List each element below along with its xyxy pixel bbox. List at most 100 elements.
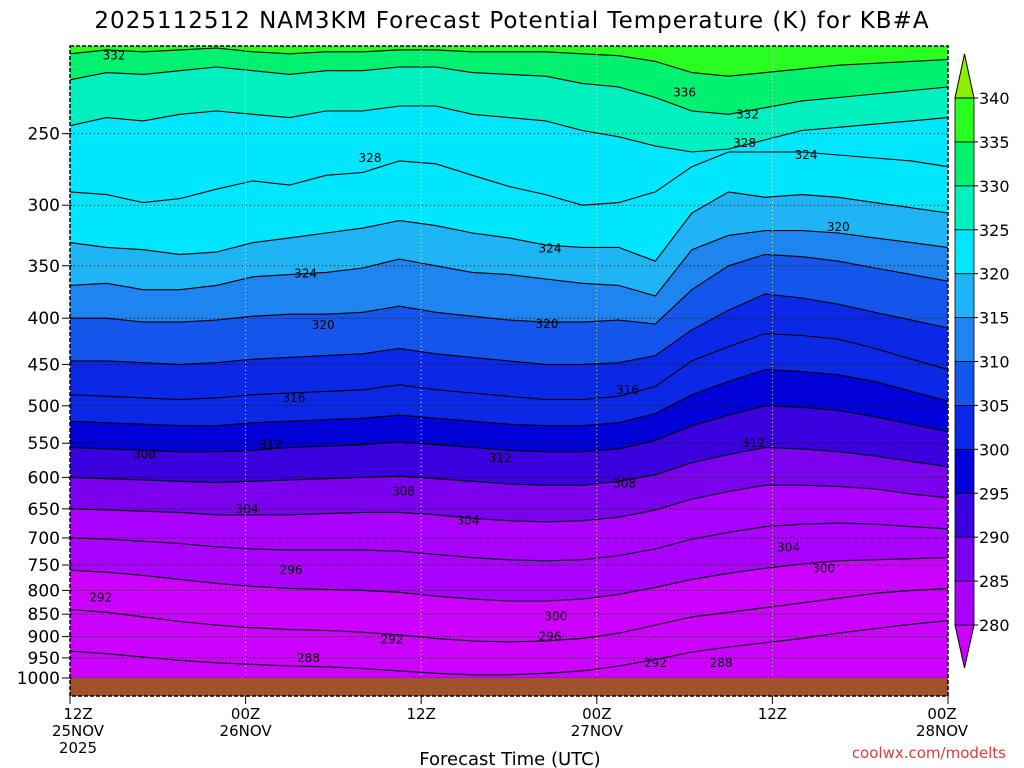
y-tick-label: 400 xyxy=(28,309,60,329)
colorbar-label: 285 xyxy=(979,572,1010,591)
y-tick-label: 500 xyxy=(28,397,60,417)
colorbar-swatch-290 xyxy=(954,492,975,538)
contour-316 xyxy=(70,230,948,297)
colorbar-label: 335 xyxy=(979,133,1010,152)
y-tick-label: 450 xyxy=(28,355,60,375)
ground-strip xyxy=(70,678,948,696)
colorbar-label: 320 xyxy=(979,265,1010,284)
plot-frame xyxy=(69,45,949,697)
contour-288 xyxy=(70,484,948,523)
contour-292 xyxy=(70,446,948,486)
band-272 xyxy=(70,588,948,675)
y-tick-label: 650 xyxy=(28,500,60,520)
colorbar: 280 285 290 295 300 305 310 315 320 325 330 335 340 xyxy=(954,53,1010,669)
grid-lines xyxy=(70,46,948,678)
contour-label: 316 xyxy=(616,383,639,397)
contour-label: 300 xyxy=(544,610,567,624)
contour-label: 316 xyxy=(282,391,305,405)
y-tick-label: 300 xyxy=(28,196,60,216)
colorbar-under-arrow xyxy=(954,624,975,669)
band-284 xyxy=(70,485,948,561)
band-292 xyxy=(70,405,948,486)
colorbar-swatch-300 xyxy=(954,405,975,450)
colorbar-label: 280 xyxy=(979,616,1010,635)
colorbar-over-arrow xyxy=(954,53,975,99)
contour-304 xyxy=(70,333,948,401)
contour-label: 324 xyxy=(294,267,317,281)
contour-label: 304 xyxy=(236,502,259,516)
band-324 xyxy=(70,106,948,206)
colorbar-label: 300 xyxy=(979,440,1010,459)
x-tick-label: 12Z xyxy=(63,705,92,723)
contour-label: 328 xyxy=(359,151,382,165)
contour-label: 292 xyxy=(380,633,403,647)
y-tick-label: 850 xyxy=(28,605,60,625)
colorbar-swatch-315 xyxy=(954,273,975,318)
x-tick-label: 00Z xyxy=(927,705,956,723)
y-tick-label: 800 xyxy=(28,581,60,601)
colorbar-label: 305 xyxy=(979,396,1010,415)
band-280 xyxy=(70,523,948,601)
contour-label: 288 xyxy=(710,656,733,670)
x-axis-label: Forecast Time (UTC) xyxy=(419,749,600,768)
colorbar-swatch-280 xyxy=(954,580,975,626)
x-tick-year: 2025 xyxy=(59,739,97,757)
isentrope-contours xyxy=(70,47,948,676)
band-328 xyxy=(70,67,948,152)
contour-label: 320 xyxy=(536,317,559,331)
colorbar-swatch-295 xyxy=(954,448,975,494)
chart-title: 2025112512 NAM3KM Forecast Potential Tem… xyxy=(94,8,929,34)
y-tick-label: 950 xyxy=(28,649,60,669)
band-288 xyxy=(70,447,948,522)
isentrope-bands xyxy=(70,46,948,678)
contour-label: 320 xyxy=(312,318,335,332)
band-320 xyxy=(70,152,948,262)
x-tick-date: 28NOV xyxy=(916,722,969,740)
contour-label: 304 xyxy=(777,540,800,554)
contour-300 xyxy=(70,369,948,427)
band-276 xyxy=(70,557,948,642)
band-surface xyxy=(70,620,948,678)
colorbar-label: 340 xyxy=(979,89,1010,108)
contour-272 xyxy=(70,620,948,676)
contour-label: 300 xyxy=(812,562,835,576)
contour-280 xyxy=(70,557,948,602)
contour-label: 304 xyxy=(457,514,480,528)
contour-label: 328 xyxy=(733,136,756,150)
contour-label: 296 xyxy=(280,563,303,577)
contour-label: 312 xyxy=(259,438,282,452)
contour-296 xyxy=(70,405,948,453)
x-tick-date: 25NOV xyxy=(52,722,105,740)
band-312 xyxy=(70,230,948,324)
colorbar-label: 315 xyxy=(979,309,1010,328)
colorbar-swatch-305 xyxy=(954,361,975,406)
y-tick-label: 750 xyxy=(28,556,60,576)
band-316 xyxy=(70,191,948,296)
contour-324 xyxy=(70,151,948,206)
y-tick-label: 350 xyxy=(28,257,60,277)
contour-label: 324 xyxy=(795,148,818,162)
contour-label: 332 xyxy=(736,107,759,121)
contour-label: 312 xyxy=(489,451,512,465)
contour-label: 324 xyxy=(539,242,562,256)
contour-labels: 332 336 332 328 324 328 320 324 324 320 320 316 316 3… xyxy=(89,49,850,670)
contour-312 xyxy=(70,253,948,325)
colorbar-swatch-335 xyxy=(954,97,975,143)
credit-text: coolwx.com/modelts xyxy=(852,744,1006,762)
colorbar-swatch-325 xyxy=(954,185,975,231)
contour-label: 288 xyxy=(297,651,320,665)
contour-276 xyxy=(70,587,948,643)
plot-area xyxy=(70,46,948,678)
band-296 xyxy=(70,369,948,452)
contour-284 xyxy=(70,522,948,562)
y-tick-label: 900 xyxy=(28,628,60,648)
contour-328 xyxy=(70,105,948,153)
contour-label: 336 xyxy=(673,85,696,99)
colorbar-swatch-310 xyxy=(954,317,975,362)
contour-308 xyxy=(70,293,948,365)
colorbar-label: 290 xyxy=(979,528,1010,547)
y-axis: 250 300 350 400 450 500 550 600 650 700 750 800 850 9… xyxy=(17,125,72,689)
colorbar-label: 325 xyxy=(979,221,1010,240)
